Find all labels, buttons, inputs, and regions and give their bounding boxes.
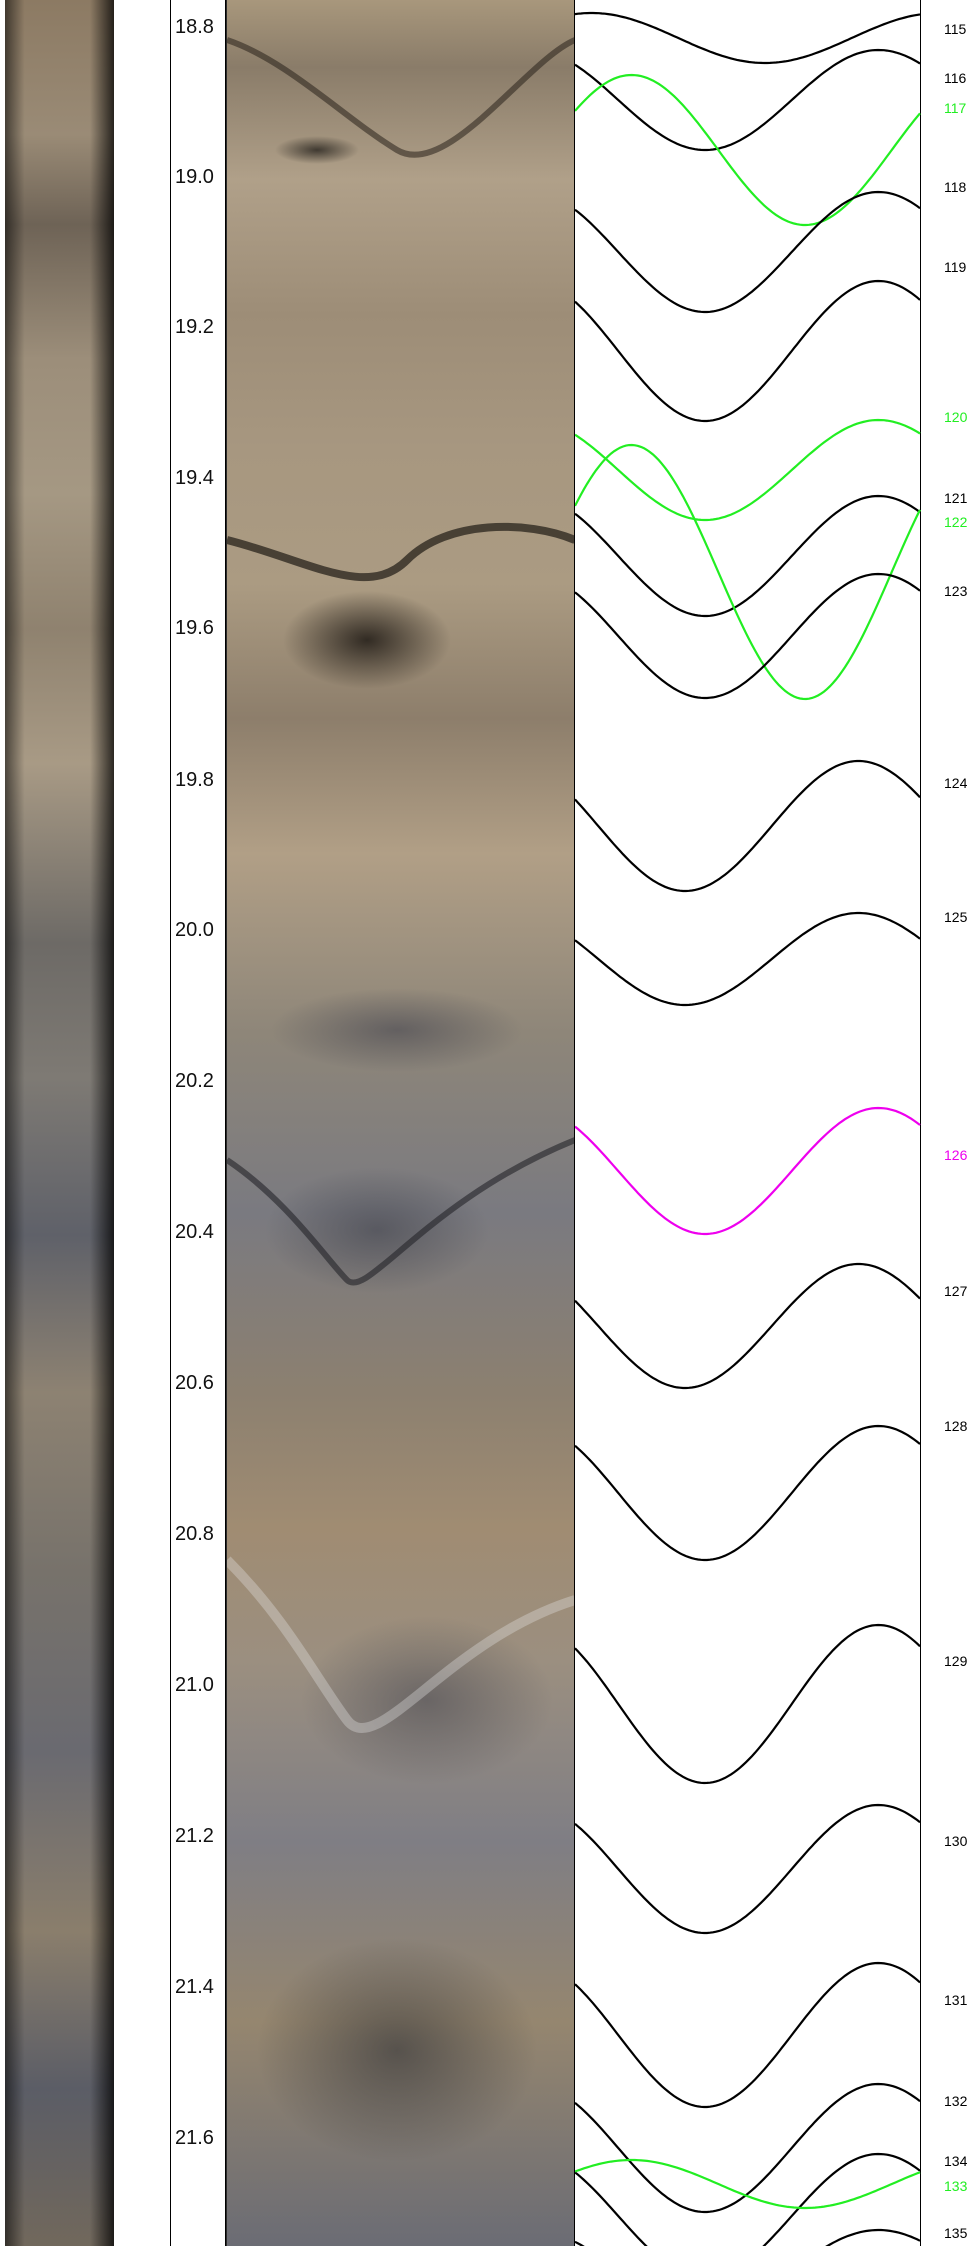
- sinusoid-trace-135[interactable]: [575, 2228, 921, 2246]
- sinusoid-trace-126[interactable]: [575, 1106, 921, 1236]
- depth-label: 21.0: [175, 1674, 214, 1696]
- sinusoid-trace-122[interactable]: [575, 443, 921, 701]
- feature-id-track: 115 116 117 118 119 120 121 122 123 124 …: [921, 0, 979, 2246]
- sinusoid-trace-128[interactable]: [575, 1424, 921, 1562]
- depth-label: 19.2: [175, 316, 214, 338]
- depth-label: 20.2: [175, 1070, 214, 1092]
- sinusoid-trace-130[interactable]: [575, 1803, 921, 1935]
- feature-id-label: 121: [944, 490, 968, 506]
- feature-id-label: 118: [944, 179, 967, 195]
- feature-id-label: 130: [944, 1833, 968, 1849]
- sinusoid-trace-115[interactable]: [575, 11, 921, 65]
- sinusoid-trace-129[interactable]: [575, 1623, 921, 1785]
- feature-id-label: 123: [944, 583, 968, 599]
- sinusoid-trace-124[interactable]: [575, 759, 921, 893]
- depth-label: 21.4: [175, 1976, 214, 1998]
- depth-label: 21.6: [175, 2127, 214, 2149]
- sinusoid-trace-123[interactable]: [575, 572, 921, 700]
- feature-id-label: 124: [944, 775, 968, 791]
- sinusoid-trace-132[interactable]: [575, 2082, 921, 2214]
- feature-id-label: 119: [944, 259, 967, 275]
- sinusoid-plot: [575, 11, 921, 2246]
- depth-label: 19.8: [175, 769, 214, 791]
- depth-label: 20.8: [175, 1523, 214, 1545]
- sinusoid-trace-131[interactable]: [575, 1961, 921, 2109]
- depth-track: 18.8 19.0 19.2 19.4 19.6 19.8 20.0 20.2 …: [170, 0, 226, 2246]
- sinusoid-track: [574, 0, 921, 2246]
- feature-id-label: 126: [944, 1147, 968, 1163]
- feature-id-label: 131: [944, 1992, 968, 2008]
- feature-id-label: 125: [944, 909, 968, 925]
- depth-label: 19.0: [175, 166, 214, 188]
- sinusoid-trace-119[interactable]: [575, 279, 921, 423]
- feature-id-label: 127: [944, 1283, 968, 1299]
- sinusoid-trace-120[interactable]: [575, 418, 921, 522]
- fold-structure: [227, 37, 575, 1733]
- track-gap: [114, 0, 170, 2246]
- depth-label: 20.4: [175, 1221, 214, 1243]
- depth-label: 19.4: [175, 467, 214, 489]
- sinusoid-trace-127[interactable]: [575, 1262, 921, 1390]
- sinusoid-trace-133[interactable]: [575, 2158, 921, 2210]
- feature-id-label: 135: [944, 2225, 968, 2241]
- feature-id-label: 122: [944, 514, 968, 530]
- unrolled-core-strip: [5, 0, 114, 2246]
- feature-id-label: 117: [944, 100, 967, 116]
- sinusoid-trace-118[interactable]: [575, 190, 921, 314]
- depth-label: 20.0: [175, 919, 214, 941]
- feature-id-label: 132: [944, 2093, 968, 2109]
- feature-id-label: 133: [944, 2178, 968, 2194]
- feature-id-label: 115: [944, 21, 967, 37]
- depth-label: 18.8: [175, 16, 214, 38]
- feature-id-label: 120: [944, 409, 968, 425]
- core-image: [226, 0, 575, 2246]
- feature-id-label: 116: [944, 70, 967, 86]
- sinusoid-trace-134[interactable]: [575, 2152, 921, 2246]
- sinusoid-trace-117[interactable]: [575, 73, 921, 227]
- feature-id-label: 134: [944, 2153, 968, 2169]
- depth-label: 20.6: [175, 1372, 214, 1394]
- depth-label: 21.2: [175, 1825, 214, 1847]
- feature-id-label: 128: [944, 1418, 968, 1434]
- sinusoid-trace-125[interactable]: [575, 911, 921, 1007]
- feature-id-label: 129: [944, 1653, 968, 1669]
- depth-label: 19.6: [175, 617, 214, 639]
- sinusoid-trace-121[interactable]: [575, 494, 921, 618]
- sinusoid-trace-116[interactable]: [575, 48, 921, 152]
